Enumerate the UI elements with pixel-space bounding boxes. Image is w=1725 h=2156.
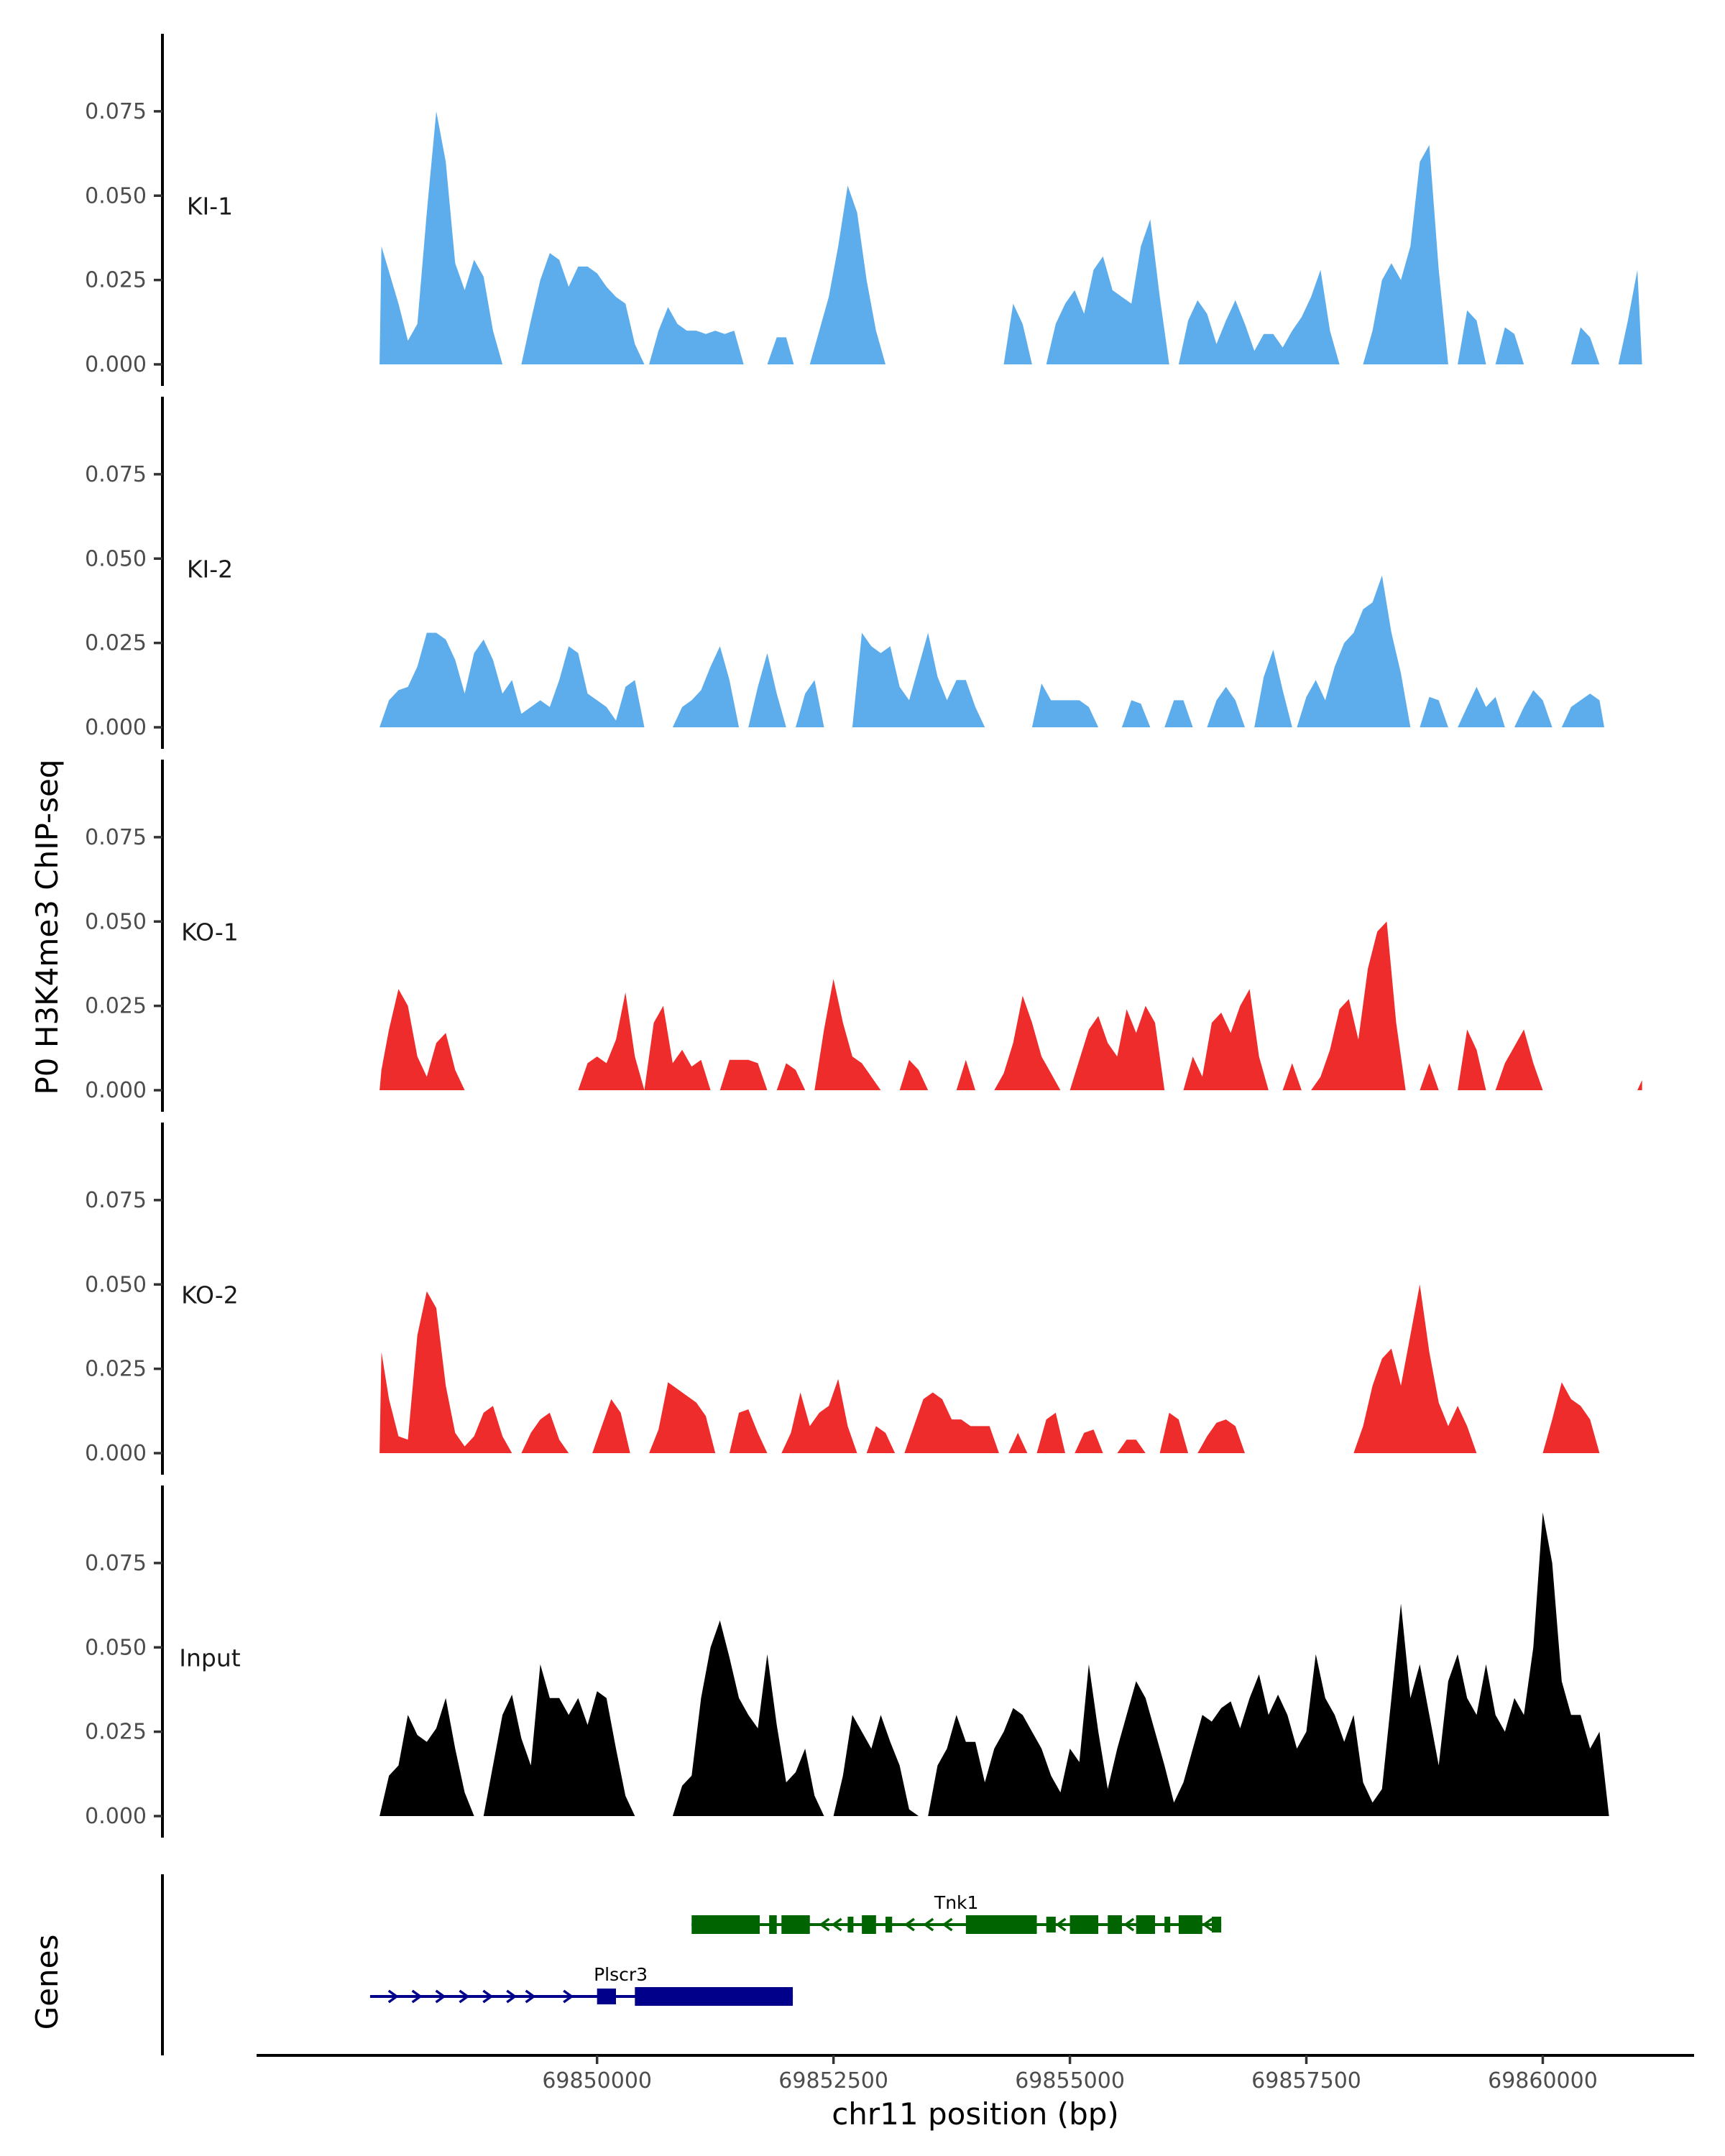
y-tick-label: 0.050 xyxy=(85,183,147,208)
y-tick-label: 0.000 xyxy=(85,715,147,740)
y-tick-label: 0.000 xyxy=(85,1441,147,1466)
strand-arrow xyxy=(1202,1917,1213,1932)
genes-title: Genes xyxy=(29,1935,65,2030)
y-axis-title: P0 H3K4me3 ChIP-seq xyxy=(29,759,65,1095)
strand-arrow xyxy=(387,1989,399,2004)
y-tick-label: 0.075 xyxy=(85,1551,147,1576)
y-tick-label: 0.075 xyxy=(85,99,147,124)
strand-arrow xyxy=(482,1989,494,2004)
strand-arrow xyxy=(923,1917,934,1932)
exon xyxy=(1070,1915,1099,1934)
x-axis-title: chr11 position (bp) xyxy=(832,2096,1119,2132)
track-ko-1 xyxy=(380,921,1642,1090)
track-ko-2 xyxy=(380,1284,1604,1453)
strand-arrow xyxy=(525,1989,536,2004)
exon xyxy=(1211,1917,1222,1932)
y-tick-label: 0.025 xyxy=(85,1720,147,1745)
y-tick-label: 0.050 xyxy=(85,1635,147,1660)
exon xyxy=(1046,1917,1056,1932)
exon xyxy=(691,1915,760,1934)
strand-arrow xyxy=(411,1989,423,2004)
strand-arrow xyxy=(563,1989,574,2004)
x-tick-label: 69850000 xyxy=(542,2068,652,2093)
strand-arrow xyxy=(819,1917,830,1932)
track-label: KO-2 xyxy=(181,1281,239,1309)
y-tick-label: 0.000 xyxy=(85,352,147,377)
exon xyxy=(862,1915,876,1934)
y-tick-label: 0.050 xyxy=(85,546,147,571)
gene-plscr3: Plscr3 xyxy=(369,1964,794,2006)
x-tick-label: 69852500 xyxy=(778,2068,888,2093)
y-tick-label: 0.025 xyxy=(85,1357,147,1382)
strand-arrow xyxy=(1123,1917,1135,1932)
y-tick-label: 0.000 xyxy=(85,1804,147,1829)
exon xyxy=(886,1917,893,1932)
area-ki-1 xyxy=(380,111,1642,364)
y-tick-label: 0.075 xyxy=(85,1188,147,1213)
y-tick-label: 0.025 xyxy=(85,631,147,656)
exon xyxy=(1136,1915,1155,1934)
exon xyxy=(635,1987,794,2006)
y-tick-label: 0.025 xyxy=(85,268,147,293)
exon xyxy=(1164,1917,1171,1932)
track-ki-1 xyxy=(380,111,1642,364)
exon xyxy=(1178,1915,1202,1934)
gene-label: Plscr3 xyxy=(594,1964,648,1985)
gene-label: Tnk1 xyxy=(934,1892,979,1913)
axes-layer: 0.000 0.025 0.050 0.075 KI-1 0.000 0.025 0.050 0… xyxy=(85,34,1694,2093)
track-label: KO-1 xyxy=(181,918,239,946)
area-ko-2 xyxy=(380,1284,1604,1453)
strand-arrow xyxy=(459,1989,470,2004)
strand-arrow xyxy=(942,1917,953,1932)
strand-arrow xyxy=(506,1989,518,2004)
exon xyxy=(769,1915,777,1934)
y-tick-label: 0.000 xyxy=(85,1078,147,1103)
area-ko-1 xyxy=(380,921,1642,1090)
x-tick-label: 69855000 xyxy=(1015,2068,1125,2093)
strand-arrow xyxy=(435,1989,446,2004)
y-tick-label: 0.025 xyxy=(85,994,147,1019)
strand-arrow xyxy=(903,1917,915,1932)
exon xyxy=(1108,1915,1122,1934)
track-label: KI-1 xyxy=(187,192,233,220)
exon xyxy=(597,1989,616,2004)
area-ki-2 xyxy=(380,575,1604,727)
strand-arrow xyxy=(831,1917,842,1932)
y-tick-label: 0.075 xyxy=(85,462,147,487)
track-input xyxy=(380,1512,1609,1816)
strand-arrow xyxy=(1055,1917,1067,1932)
track-label: Input xyxy=(179,1644,241,1672)
exon xyxy=(965,1915,1037,1934)
y-tick-label: 0.075 xyxy=(85,825,147,850)
y-tick-label: 0.050 xyxy=(85,909,147,934)
y-tick-label: 0.050 xyxy=(85,1272,147,1297)
x-tick-label: 69857500 xyxy=(1251,2068,1361,2093)
area-input xyxy=(380,1512,1609,1816)
genes-panel: Tnk1 Plscr3 xyxy=(369,1892,1222,2006)
x-tick-label: 69860000 xyxy=(1488,2068,1598,2093)
gene-tnk1: Tnk1 xyxy=(691,1892,1222,1934)
exon xyxy=(847,1917,854,1932)
exon xyxy=(781,1915,810,1934)
track-ki-2 xyxy=(380,575,1604,727)
tracks-layer xyxy=(380,111,1642,1816)
track-label: KI-2 xyxy=(187,555,233,583)
